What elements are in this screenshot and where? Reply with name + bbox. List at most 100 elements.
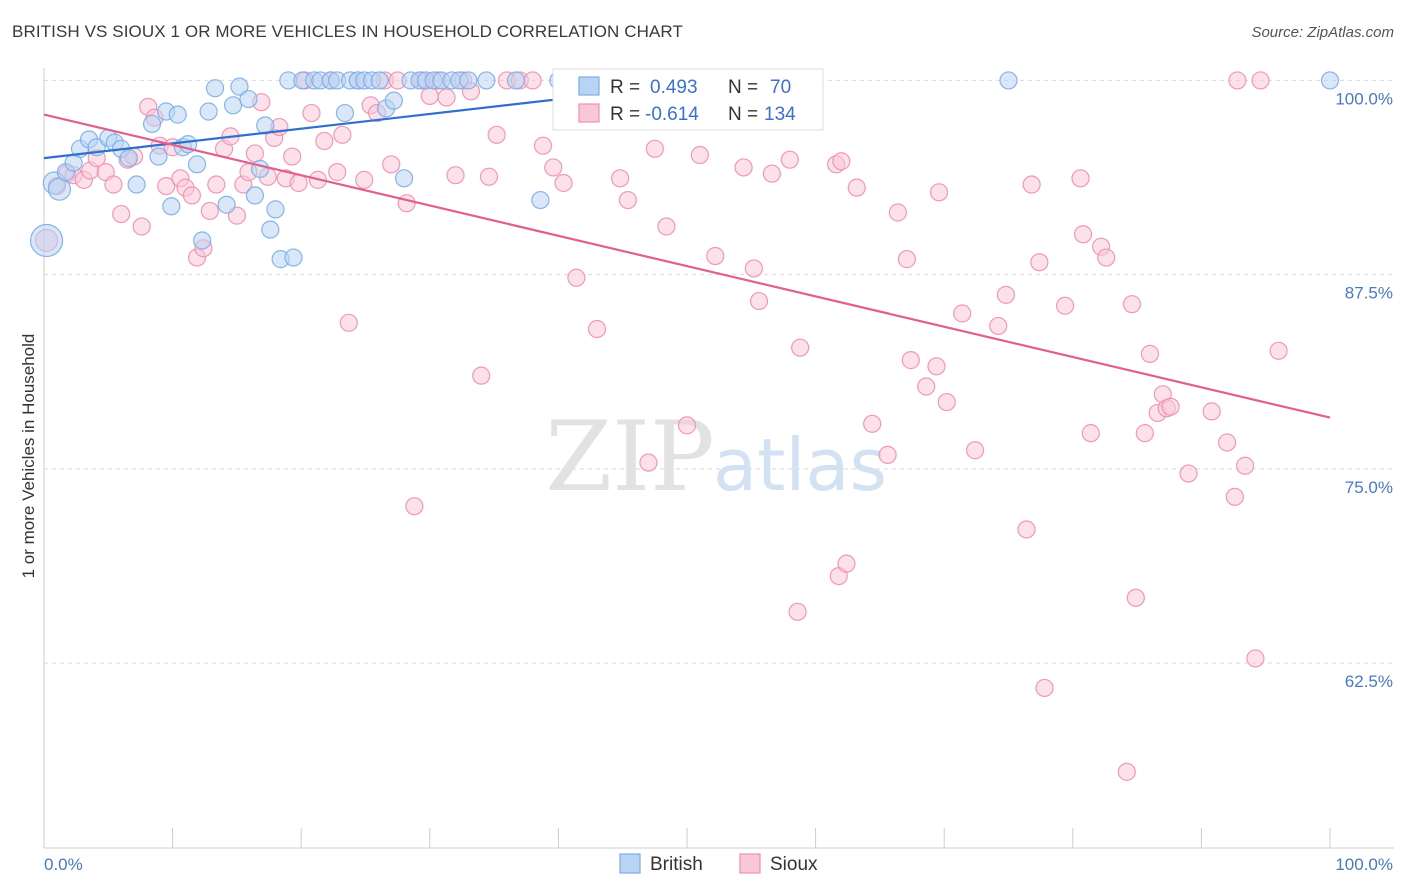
y-tick-label: 87.5%: [1345, 284, 1393, 303]
sioux-point: [207, 175, 226, 194]
sioux-point: [937, 392, 956, 412]
sioux-point: [837, 554, 856, 573]
sioux-point: [847, 178, 866, 197]
sioux-point: [863, 414, 882, 433]
sioux-point: [677, 416, 697, 435]
sioux-point: [1161, 397, 1180, 416]
y-axis-title: 1 or more Vehicles in Household: [19, 334, 38, 579]
british-point: [119, 149, 138, 168]
sioux-point: [472, 366, 491, 385]
watermark: ZIP atlas: [545, 401, 887, 513]
british-point: [223, 96, 243, 115]
sioux-point: [965, 441, 985, 460]
sioux-point: [690, 145, 709, 165]
sioux-point: [397, 194, 416, 213]
sioux-point: [917, 377, 936, 396]
british-point: [459, 71, 478, 90]
sioux-point: [1225, 487, 1244, 506]
x-tick-label-min: 0.0%: [44, 855, 83, 874]
data-points: [29, 71, 1340, 781]
sioux-point: [132, 217, 151, 236]
sioux-point: [420, 86, 439, 106]
sioux-point: [1251, 71, 1270, 90]
british-r-label: R =: [610, 77, 640, 98]
sioux-point: [333, 125, 352, 144]
sioux-point: [1097, 248, 1116, 267]
british-point: [199, 102, 218, 121]
y-tick-label: 75.0%: [1345, 478, 1393, 497]
british-point: [999, 71, 1018, 90]
sioux-point: [897, 250, 917, 269]
british-point: [162, 197, 181, 216]
sioux-point: [1135, 424, 1154, 443]
british-point: [335, 103, 355, 123]
sioux-point: [645, 139, 664, 158]
british-point: [193, 231, 212, 250]
sioux-point: [788, 602, 807, 621]
sioux-point: [832, 152, 851, 171]
sioux-r-value: -0.614: [645, 104, 699, 125]
legend-british-swatch: [619, 853, 641, 874]
british-point: [370, 71, 389, 90]
sioux-point: [878, 445, 897, 464]
sioux-point: [1017, 520, 1036, 539]
sioux-point: [1030, 253, 1049, 272]
sioux-point: [1122, 295, 1142, 314]
british-point: [142, 114, 162, 134]
sioux-point: [157, 176, 176, 196]
british-point: [1320, 71, 1340, 90]
sioux-point: [1202, 402, 1221, 421]
sioux-point: [355, 170, 374, 189]
british-point: [168, 105, 187, 124]
sioux-point: [1228, 71, 1247, 90]
british-point: [245, 186, 265, 205]
british-point: [127, 175, 146, 194]
british-swatch: [578, 76, 600, 96]
sioux-point: [1179, 464, 1198, 483]
sioux-point: [587, 319, 607, 339]
sioux-point: [328, 163, 347, 182]
british-n-label: N =: [728, 77, 758, 98]
sioux-point: [791, 338, 810, 357]
source-credit: Source: ZipAtlas.com: [1251, 24, 1394, 41]
sioux-point: [283, 147, 302, 166]
sioux-point: [544, 158, 563, 177]
sioux-point: [382, 155, 401, 174]
sioux-point: [533, 136, 553, 155]
sioux-point: [1117, 762, 1136, 781]
sioux-point: [302, 103, 321, 123]
british-point: [230, 77, 249, 96]
sioux-point: [657, 217, 676, 236]
sioux-swatch: [578, 103, 600, 123]
british-point: [531, 190, 550, 210]
sioux-point: [1035, 678, 1054, 698]
british-point: [384, 91, 403, 110]
sioux-point: [200, 201, 219, 221]
british-point: [261, 220, 280, 239]
y-tick-label: 100.0%: [1335, 89, 1393, 108]
sioux-point: [1071, 169, 1090, 188]
sioux-n-label: N =: [728, 104, 758, 125]
sioux-point: [618, 190, 637, 210]
sioux-point: [487, 125, 506, 144]
sioux-point: [706, 246, 725, 266]
sioux-point: [744, 259, 763, 278]
sioux-point: [554, 173, 573, 193]
sioux-point: [780, 150, 799, 169]
sioux-point: [112, 204, 131, 224]
sioux-point: [182, 186, 201, 205]
sioux-point: [1126, 588, 1145, 607]
legend-sioux-label: Sioux: [770, 854, 818, 875]
sioux-point: [1218, 433, 1237, 452]
sioux-point: [104, 175, 123, 194]
british-point: [149, 147, 168, 166]
british-point: [477, 71, 496, 90]
british-point: [506, 71, 526, 90]
british-r-value: 0.493: [650, 77, 698, 98]
sioux-point: [639, 453, 658, 472]
sioux-point: [888, 203, 908, 222]
sioux-point: [927, 357, 946, 376]
legend-british-label: British: [650, 854, 703, 875]
sioux-point: [762, 164, 781, 183]
